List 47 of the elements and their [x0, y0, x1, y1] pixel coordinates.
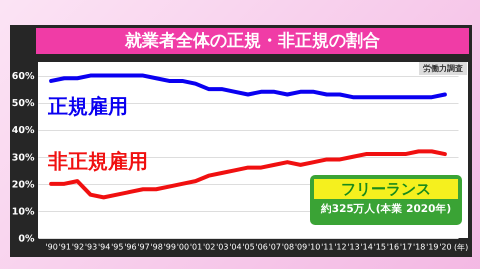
x-tick-label: '92 [72, 242, 84, 252]
annotation: 約325万人(本業 2020年) [320, 202, 452, 216]
x-tick-label: '16 [386, 242, 400, 252]
x-tick-label: '12 [334, 242, 347, 252]
y-tick-label: 20% [12, 179, 35, 190]
annotation: 労働力調査 [419, 62, 467, 75]
y-tick-label: 40% [12, 125, 35, 136]
x-tick-label: '90 [45, 242, 58, 252]
x-tick-label: '04 [229, 242, 242, 252]
x-tick-label: '15 [374, 242, 386, 252]
x-tick-label: '09 [294, 242, 308, 252]
y-tick-label: 30% [12, 152, 35, 164]
x-tick-label: '97 [137, 242, 150, 252]
y-tick-label: 10% [12, 206, 35, 218]
x-tick-label: '96 [124, 242, 137, 252]
series-label: 非正規雇用 [47, 149, 148, 173]
x-axis-title: (年) [454, 242, 468, 253]
x-tick-label: '91 [58, 242, 71, 252]
y-tick-label: 0% [18, 234, 35, 244]
chart-title: 就業者全体の正規・非正規の割合 [36, 28, 469, 54]
line-series [49, 149, 447, 200]
x-tick-label: '06 [255, 242, 268, 252]
x-tick-label: '05 [242, 242, 255, 252]
callout-box: フリーランス 約325万人(本業 2020年) [310, 175, 462, 225]
x-tick-label: '01 [190, 242, 202, 252]
annotation: フリーランス [314, 179, 458, 199]
x-tick-label: '17 [400, 242, 412, 252]
x-tick-label: '93 [84, 242, 98, 252]
x-tick-label: '19 [426, 242, 438, 252]
x-tick-label: '03 [216, 242, 228, 252]
x-tick-label: '07 [268, 242, 281, 252]
x-tick-label: '13 [347, 242, 360, 252]
x-tick-label: '94 [98, 242, 110, 252]
x-tick-label: '98 [150, 242, 163, 252]
x-tick-label: '11 [321, 242, 334, 252]
x-tick-label: '10 [308, 242, 320, 252]
y-tick-label: 60% [12, 71, 35, 82]
x-tick-label: '14 [360, 242, 373, 252]
x-tick-label: '02 [202, 242, 216, 252]
x-tick-label: '95 [111, 242, 124, 252]
x-tick-label: '00 [176, 242, 190, 252]
x-tick-label: '08 [282, 242, 294, 252]
y-tick-label: 50% [12, 98, 35, 110]
x-tick-label: '18 [412, 242, 426, 252]
x-tick-label: '20 [439, 242, 452, 252]
series-label: 正規雇用 [47, 94, 128, 118]
x-tick-label: '99 [164, 242, 176, 252]
